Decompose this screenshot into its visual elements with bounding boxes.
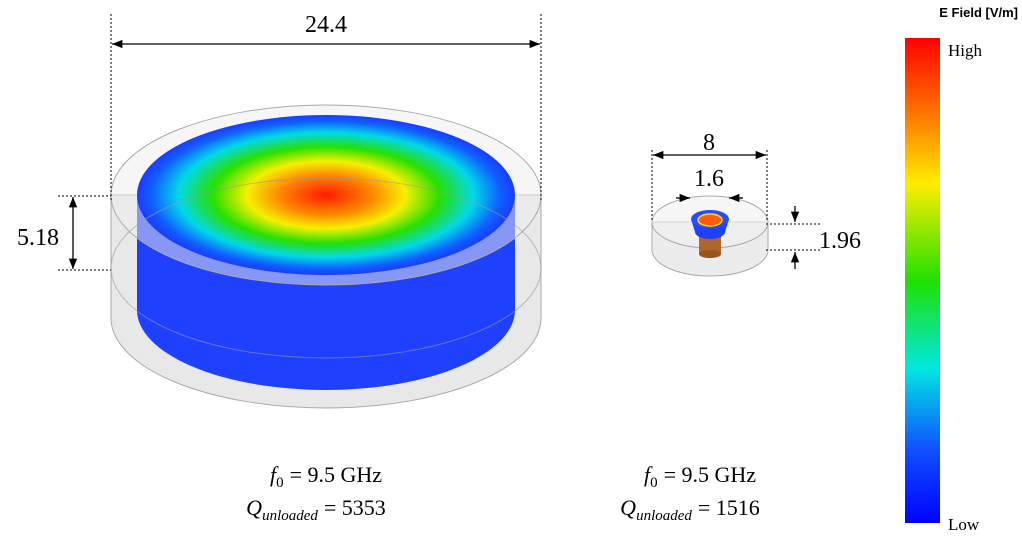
high-label: High — [948, 41, 983, 60]
colorbar-title: E Field [V/m] — [939, 5, 1018, 20]
relation: = 9.5 GHz — [664, 462, 757, 487]
puck-top — [137, 115, 515, 275]
height-label: 1.96 — [819, 228, 861, 254]
outer-diameter-label: 8 — [703, 130, 715, 156]
relation: = 1516 — [698, 495, 760, 520]
colorbar-gradient — [905, 38, 940, 523]
support-base — [699, 250, 721, 258]
subscript: unloaded — [636, 508, 692, 524]
symbol: Q — [620, 495, 636, 520]
low-label: Low — [948, 515, 980, 534]
quality-label: Qunloaded = 5353 — [246, 495, 386, 524]
symbol: Q — [246, 495, 262, 520]
subscript: 0 — [276, 475, 284, 491]
height-label: 5.18 — [17, 225, 59, 251]
relation: = 5353 — [324, 495, 386, 520]
puck-hotspot — [698, 214, 722, 226]
inner-diameter-label: 1.6 — [694, 166, 724, 192]
colorbar: E Field [V/m] High Low — [905, 5, 1018, 534]
figure: 24.4 5.18 8 1.6 1.96 f0= 9.5 GHz Qunload… — [0, 0, 1022, 536]
quality-label: Qunloaded = 1516 — [620, 495, 760, 524]
left-resonator: 24.4 5.18 — [17, 12, 541, 408]
diameter-label: 24.4 — [305, 12, 347, 38]
frequency-label: f0= 9.5 GHz — [644, 462, 756, 491]
subscript: unloaded — [262, 508, 318, 524]
relation: = 9.5 GHz — [290, 462, 383, 487]
frequency-label: f0= 9.5 GHz — [270, 462, 382, 491]
subscript: 0 — [650, 475, 658, 491]
right-resonator: 8 1.6 1.96 — [652, 130, 861, 276]
